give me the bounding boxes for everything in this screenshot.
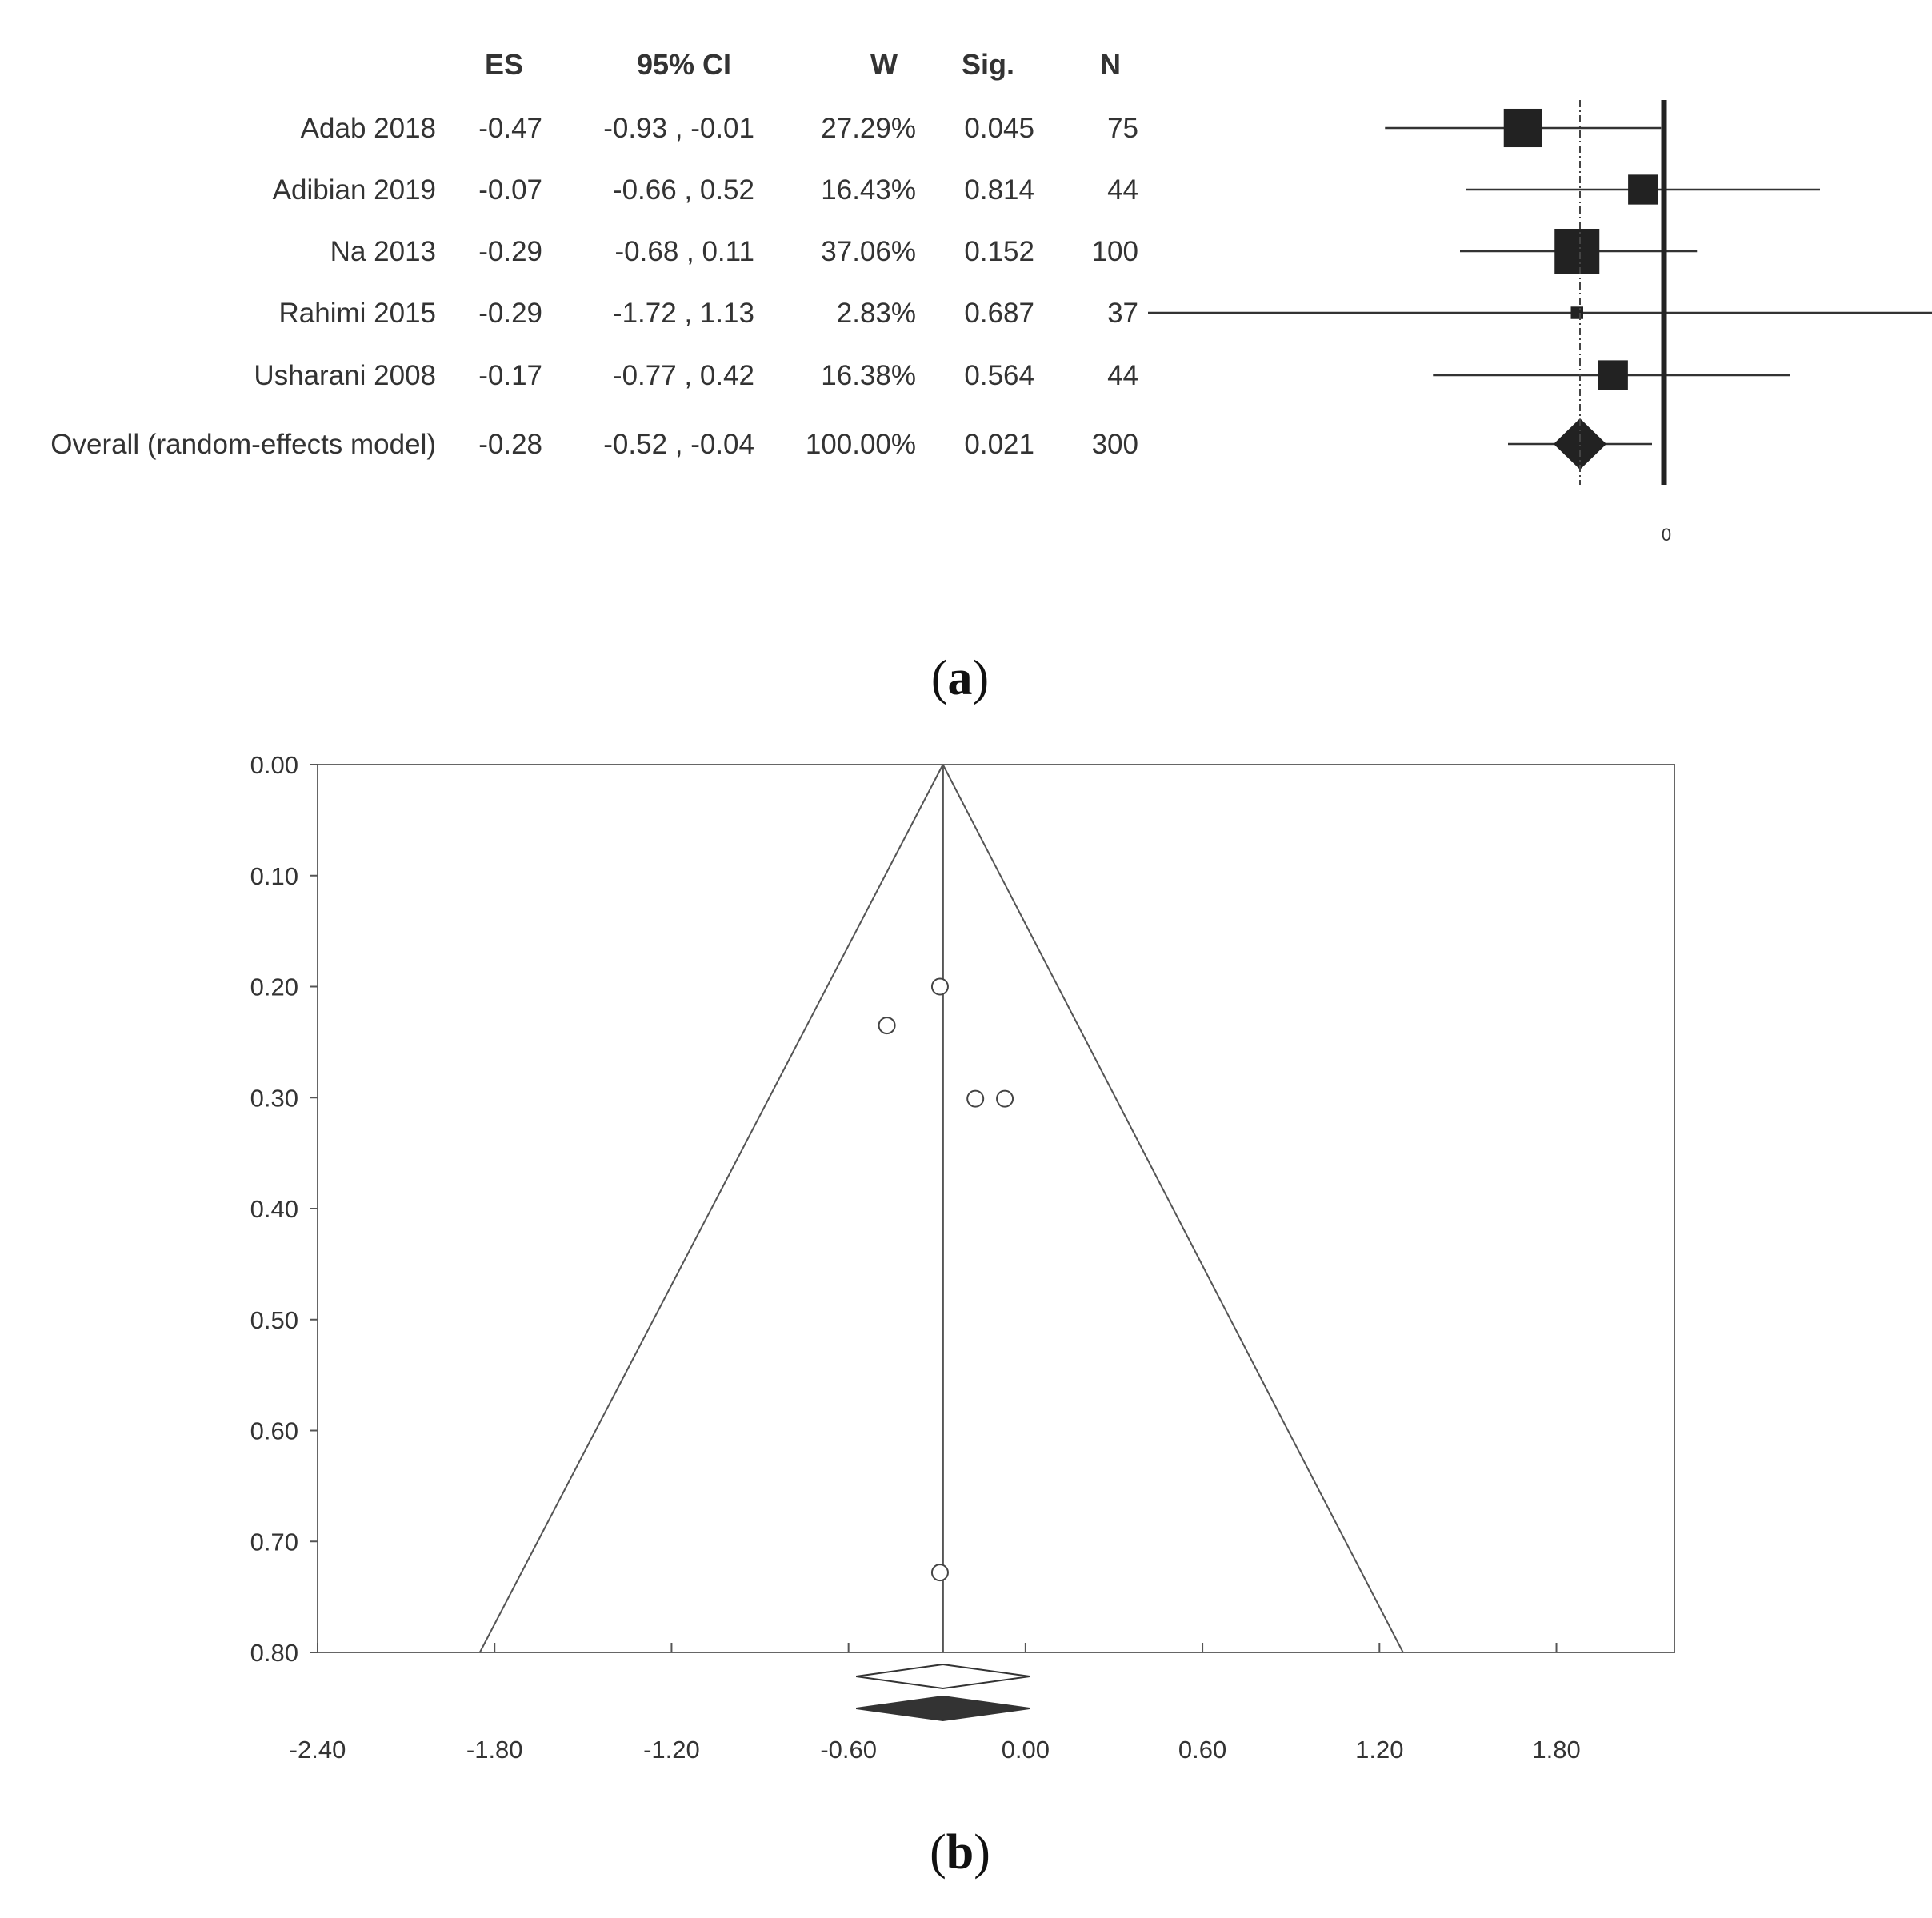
funnel-x-axis: -2.40 -1.80 -1.20 -0.60 0.00 0.60 1.20 1.80 [290, 1643, 1581, 1764]
sample-size: 100 [1092, 236, 1138, 267]
y-tick-label: 0.00 [250, 751, 298, 779]
study-square [1503, 108, 1542, 148]
study-point [996, 1089, 1014, 1108]
weight: 16.38% [821, 360, 916, 391]
forest-column-headers: ES 95% CI W Sig. N [485, 48, 1121, 81]
weight: 16.43% [821, 174, 916, 206]
significance: 0.814 [964, 174, 1034, 206]
x-tick-label: 1.20 [1355, 1736, 1403, 1764]
confidence-interval: -0.66 , 0.52 [613, 174, 754, 206]
study-square [1554, 228, 1600, 274]
study-name: Adab 2018 [301, 113, 436, 144]
study-square [1570, 306, 1583, 319]
x-tick-label: -1.20 [643, 1736, 700, 1764]
y-tick-label: 0.50 [250, 1306, 298, 1334]
study-name: Overall (random-effects model) [50, 429, 436, 460]
funnel-y-axis: 0.00 0.10 0.20 0.30 0.40 0.50 0.60 0.70 0.80 [250, 751, 318, 1667]
effect-size: -0.07 [478, 174, 542, 206]
significance: 0.021 [964, 429, 1034, 460]
study-square [1598, 360, 1628, 390]
weight: 27.29% [821, 113, 916, 144]
x-tick-label: -1.80 [466, 1736, 523, 1764]
confidence-interval: -0.93 , -0.01 [603, 113, 754, 144]
forest-x-tick-label: 0 [1662, 525, 1671, 545]
x-tick-label: -2.40 [290, 1736, 346, 1764]
header-es: ES [485, 48, 523, 81]
significance: 0.152 [964, 236, 1034, 267]
effect-size: -0.29 [478, 298, 542, 329]
y-tick-label: 0.60 [250, 1417, 298, 1445]
study-name: Na 2013 [330, 236, 436, 267]
sample-size: 37 [1107, 298, 1138, 329]
header-n: N [1100, 48, 1121, 81]
funnel-plot: 0.00 0.10 0.20 0.30 0.40 0.50 0.60 0.70 0.80 -2.… [250, 751, 1675, 1764]
confidence-interval: -0.77 , 0.42 [613, 360, 754, 391]
funnel-diamonds [856, 1663, 1030, 1722]
header-sig: Sig. [962, 48, 1014, 81]
sample-size: 75 [1107, 113, 1138, 144]
adjusted-pooled-diamond [856, 1695, 1030, 1722]
forest-row: Overall (random-effects model) -0.28 -0.52… [50, 429, 1138, 460]
panel-a-letter: a [948, 651, 973, 705]
forest-row: Na 2013 -0.29 -0.68 , 0.11 37.06% 0.152 100 [330, 236, 1138, 267]
study-point [966, 1089, 985, 1108]
forest-plot: ES 95% CI W Sig. N Adab 2018 -0.47 -0.93 ,… [50, 48, 1932, 545]
forest-marks [1148, 100, 1932, 485]
y-tick-label: 0.80 [250, 1639, 298, 1667]
x-tick-label: 0.00 [1002, 1736, 1050, 1764]
study-point [930, 1564, 949, 1582]
effect-size: -0.28 [478, 429, 542, 460]
forest-row: Adab 2018 -0.47 -0.93 , -0.01 27.29% 0.045 75 [301, 113, 1138, 144]
y-tick-label: 0.40 [250, 1195, 298, 1223]
x-tick-label: 1.80 [1532, 1736, 1580, 1764]
study-name: Usharani 2008 [254, 360, 436, 391]
sample-size: 44 [1107, 174, 1138, 206]
panel-label-a: (a) [931, 651, 989, 705]
weight: 2.83% [837, 298, 916, 329]
panel-b-letter: b [946, 1825, 974, 1880]
pooled-diamond [1554, 418, 1606, 470]
forest-row: Rahimi 2015 -0.29 -1.72 , 1.13 2.83% 0.687 37 [279, 298, 1139, 329]
study-square [1628, 174, 1658, 205]
forest-row: Adibian 2019 -0.07 -0.66 , 0.52 16.43% 0.814… [273, 174, 1138, 206]
sample-size: 300 [1092, 429, 1138, 460]
header-ci: 95% CI [637, 48, 731, 81]
significance: 0.045 [964, 113, 1034, 144]
confidence-interval: -0.68 , 0.11 [615, 236, 754, 267]
study-name: Rahimi 2015 [279, 298, 437, 329]
effect-size: -0.47 [478, 113, 542, 144]
forest-table: Adab 2018 -0.47 -0.93 , -0.01 27.29% 0.045 75… [50, 113, 1138, 460]
confidence-interval: -0.52 , -0.04 [603, 429, 754, 460]
funnel-plot-frame [317, 764, 1675, 1653]
forest-row: Usharani 2008 -0.17 -0.77 , 0.42 16.38% 0.56… [254, 360, 1138, 391]
observed-pooled-diamond [856, 1663, 1030, 1690]
effect-size: -0.17 [478, 360, 542, 391]
x-tick-label: -0.60 [820, 1736, 877, 1764]
study-name: Adibian 2019 [273, 174, 436, 206]
funnel-lines [478, 764, 1404, 1653]
significance: 0.564 [964, 360, 1034, 391]
study-point [930, 977, 949, 996]
confidence-interval: -1.72 , 1.13 [613, 298, 754, 329]
y-tick-label: 0.70 [250, 1528, 298, 1556]
header-weight: W [870, 48, 898, 81]
funnel-points [878, 977, 1014, 1582]
sample-size: 44 [1107, 360, 1138, 391]
funnel-left-boundary [478, 764, 944, 1653]
significance: 0.687 [964, 298, 1034, 329]
x-tick-label: 0.60 [1178, 1736, 1226, 1764]
weight: 100.00% [806, 429, 916, 460]
funnel-right-boundary [942, 764, 1404, 1653]
panel-label-b: (b) [930, 1825, 990, 1880]
y-tick-label: 0.30 [250, 1084, 298, 1112]
study-point [878, 1017, 896, 1035]
weight: 37.06% [821, 236, 916, 267]
y-tick-label: 0.20 [250, 973, 298, 1001]
y-tick-label: 0.10 [250, 862, 298, 890]
effect-size: -0.29 [478, 236, 542, 267]
